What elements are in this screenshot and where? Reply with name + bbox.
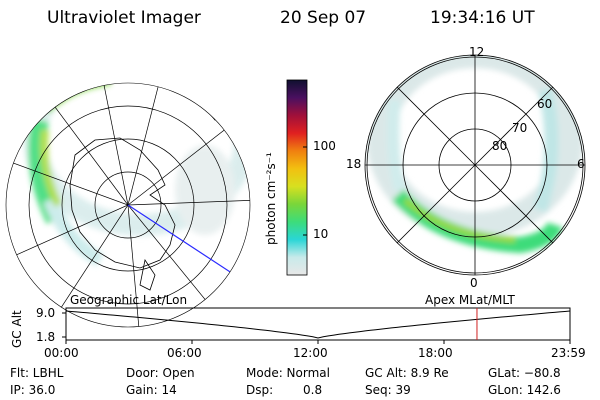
altitude-xtick-0: 00:00 [44, 346, 79, 360]
altitude-plot [62, 307, 571, 344]
observation-date: 20 Sep 07 [280, 8, 367, 28]
apex-panel-label: Apex MLat/MLT [425, 293, 515, 307]
altitude-xtick-4: 23:59 [551, 346, 586, 360]
info-dsp-label: Dsp: [246, 383, 274, 397]
info-ip: IP: 36.0 [10, 383, 56, 397]
mlt-label-18: 18 [346, 157, 362, 171]
altitude-xtick-1: 06:00 [167, 346, 202, 360]
info-filter: Flt: LBHL [10, 366, 64, 380]
observation-time: 19:34:16 UT [430, 8, 535, 28]
altitude-curve [65, 310, 571, 339]
mlat-label-80: 80 [492, 139, 508, 153]
mlat-label-70: 70 [512, 121, 528, 135]
info-seq: Seq: 39 [365, 383, 411, 397]
coastline [69, 137, 176, 269]
colorbar-tick-10: 10 [313, 227, 329, 241]
geo-panel-label: Geographic Lat/Lon [70, 293, 188, 307]
info-mode: Mode: Normal [246, 366, 330, 380]
geo-image [6, 83, 250, 327]
info-gain: Gain: 14 [126, 383, 177, 397]
info-glon: GLon: 142.6 [488, 383, 561, 397]
instrument-title: Ultraviolet Imager [47, 8, 201, 28]
altitude-ylabel: GC Alt [10, 310, 24, 348]
info-dsp-value: 0.8 [303, 383, 323, 397]
info-glat: GLat: −80.8 [488, 366, 561, 380]
colorbar [286, 79, 308, 276]
altitude-ytick-min: 1.8 [36, 330, 56, 344]
info-gc-alt: GC Alt: 8.9 Re [365, 366, 449, 380]
mlat-label-60: 60 [537, 97, 553, 111]
mlt-label-6: 6 [577, 157, 585, 171]
colorbar-tick-100: 100 [313, 139, 336, 153]
mlt-label-0: 0 [470, 276, 478, 290]
orbit-track [127, 204, 250, 286]
mlt-label-12: 12 [469, 45, 485, 59]
altitude-ytick-max: 9.0 [36, 306, 56, 320]
info-door: Door: Open [126, 366, 195, 380]
altitude-xtick-3: 18:00 [418, 346, 453, 360]
altitude-xtick-2: 12:00 [293, 346, 328, 360]
colorbar-unit: photon cm⁻²s⁻¹ [264, 152, 278, 245]
apex-map-panel [364, 54, 586, 276]
